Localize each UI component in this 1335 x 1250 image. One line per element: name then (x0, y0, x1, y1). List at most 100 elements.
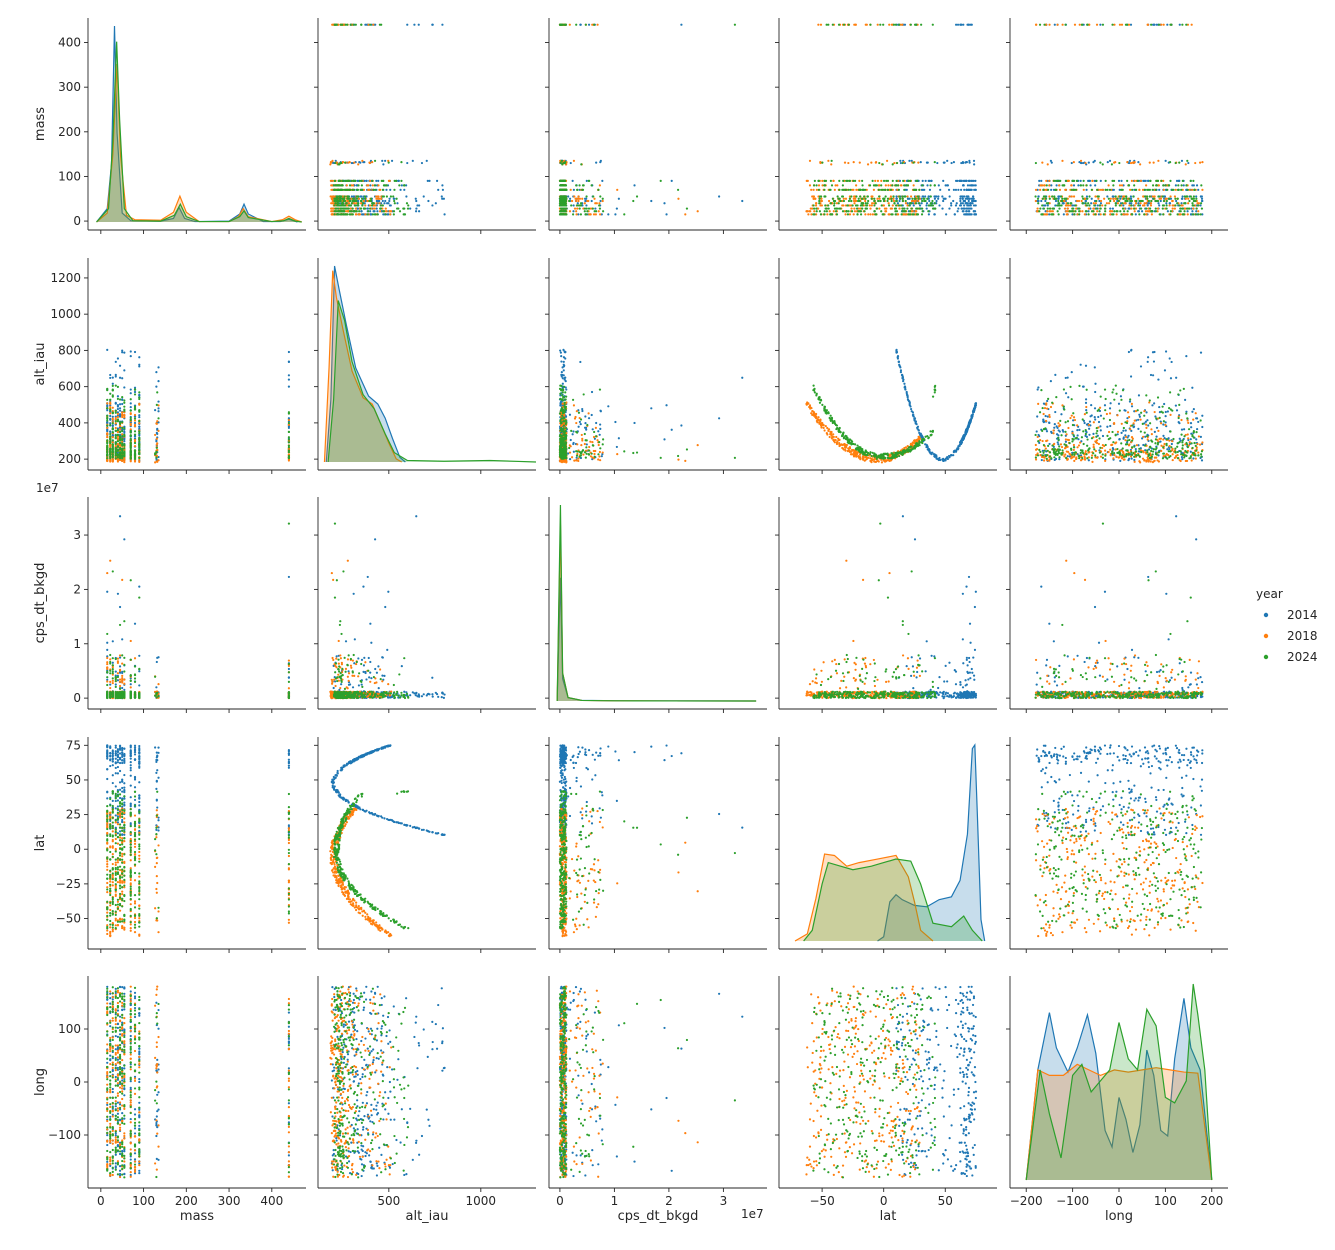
scatter-point-2024 (1121, 202, 1124, 205)
scatter-point-2024 (360, 23, 363, 26)
scatter-point-2018 (595, 202, 598, 205)
scatter-point-2018 (855, 184, 858, 187)
scatter-point-2018 (568, 23, 571, 26)
scatter-point-2024 (560, 213, 563, 216)
scatter-point-2018 (1173, 207, 1176, 210)
scatter-point-2014 (360, 213, 364, 216)
scatter-point-2024 (352, 23, 355, 26)
scatter-point-2024 (341, 197, 344, 200)
scatter-point-2014 (895, 197, 898, 200)
scatter-point-2014 (118, 364, 122, 367)
scatter-point-2024 (359, 188, 362, 191)
scatter-point-2024 (337, 184, 340, 187)
scatter-point-2018 (568, 210, 572, 213)
scatter-point-2014 (1097, 213, 1101, 216)
scatter-point-2024 (882, 23, 885, 26)
scatter-point-2024 (864, 197, 867, 200)
scatter-point-2024 (901, 207, 904, 210)
scatter-point-2018 (575, 213, 578, 216)
scatter-point-2018 (577, 199, 580, 203)
scatter-point-2024 (1104, 210, 1107, 213)
scatter-point-2024 (341, 23, 344, 26)
scatter-point-2024 (129, 439, 132, 442)
scatter-point-2014 (948, 195, 951, 198)
scatter-point-2024 (818, 199, 821, 203)
scatter-point-2024 (831, 197, 834, 200)
scatter-point-2018 (1198, 161, 1202, 164)
scatter-point-2018 (114, 416, 117, 420)
scatter-point-2024 (350, 202, 353, 205)
scatter-point-2014 (963, 207, 966, 210)
scatter-point-2018 (156, 420, 159, 423)
scatter-point-2024 (1143, 213, 1146, 216)
scatter-point-2014 (617, 437, 620, 440)
scatter-point-2024 (1154, 188, 1158, 191)
scatter-point-2014 (116, 427, 120, 430)
scatter-point-2014 (921, 179, 924, 183)
scatter-point-2014 (363, 202, 366, 205)
scatter-point-2014 (954, 23, 958, 26)
scatter-point-2024 (895, 210, 899, 213)
scatter-point-2024 (593, 23, 596, 26)
scatter-point-2018 (133, 440, 137, 443)
scatter-point-2014 (381, 159, 384, 162)
scatter-point-2024 (918, 202, 921, 205)
scatter-point-2024 (334, 199, 338, 203)
scatter-point-2024 (859, 195, 862, 198)
scatter-point-2024 (1132, 195, 1135, 198)
scatter-point-2024 (1189, 179, 1192, 183)
scatter-point-2018 (379, 188, 382, 191)
scatter-point-2024 (348, 184, 352, 187)
scatter-point-2024 (1073, 213, 1076, 216)
scatter-point-2024 (382, 210, 386, 213)
scatter-point-2024 (1179, 210, 1182, 213)
scatter-point-2014 (926, 184, 929, 187)
scatter-point-2018 (362, 188, 366, 191)
scatter-point-2018 (138, 402, 141, 405)
scatter-point-2024 (892, 195, 895, 198)
scatter-point-2014 (959, 179, 962, 183)
scatter-point-2014 (434, 202, 437, 205)
scatter-point-2024 (812, 204, 815, 207)
scatter-point-2018 (349, 207, 353, 210)
scatter-point-2024 (1182, 213, 1185, 216)
scatter-point-2024 (1051, 213, 1054, 216)
scatter-point-2018 (358, 213, 362, 216)
scatter-point-2024 (341, 202, 345, 205)
scatter-point-2024 (109, 432, 112, 436)
scatter-point-2018 (154, 461, 157, 464)
scatter-point-2024 (1059, 179, 1062, 183)
scatter-point-2014 (967, 188, 970, 191)
scatter-point-2024 (123, 405, 126, 408)
scatter-point-2014 (961, 202, 964, 205)
scatter-point-2018 (121, 415, 124, 419)
scatter-point-2024 (339, 204, 342, 207)
scatter-point-2018 (808, 159, 812, 162)
scatter-point-2018 (1056, 23, 1059, 26)
scatter-point-2018 (109, 401, 112, 404)
scatter-point-2024 (106, 419, 109, 422)
scatter-point-2014 (1071, 204, 1074, 207)
scatter-point-2014 (585, 204, 588, 207)
scatter-point-2024 (335, 207, 338, 210)
panel-alt_iau-vs-alt_iau (314, 258, 536, 474)
scatter-point-2018 (866, 163, 870, 166)
scatter-point-2014 (973, 188, 976, 191)
scatter-point-2018 (1069, 204, 1072, 207)
scatter-point-2018 (129, 460, 132, 463)
scatter-point-2024 (352, 197, 356, 200)
scatter-point-2024 (1107, 197, 1110, 200)
scatter-point-2018 (852, 213, 855, 216)
scatter-point-2024 (891, 163, 894, 166)
scatter-point-2018 (121, 433, 124, 436)
scatter-point-2018 (1107, 202, 1111, 205)
kde-fill-2018 (324, 270, 402, 462)
scatter-point-2024 (921, 210, 924, 213)
scatter-point-2024 (898, 197, 902, 200)
scatter-point-2024 (1114, 204, 1117, 207)
scatter-point-2018 (1162, 179, 1165, 183)
scatter-point-2024 (842, 23, 846, 26)
scatter-point-2024 (353, 210, 356, 213)
scatter-point-2024 (1126, 179, 1129, 183)
